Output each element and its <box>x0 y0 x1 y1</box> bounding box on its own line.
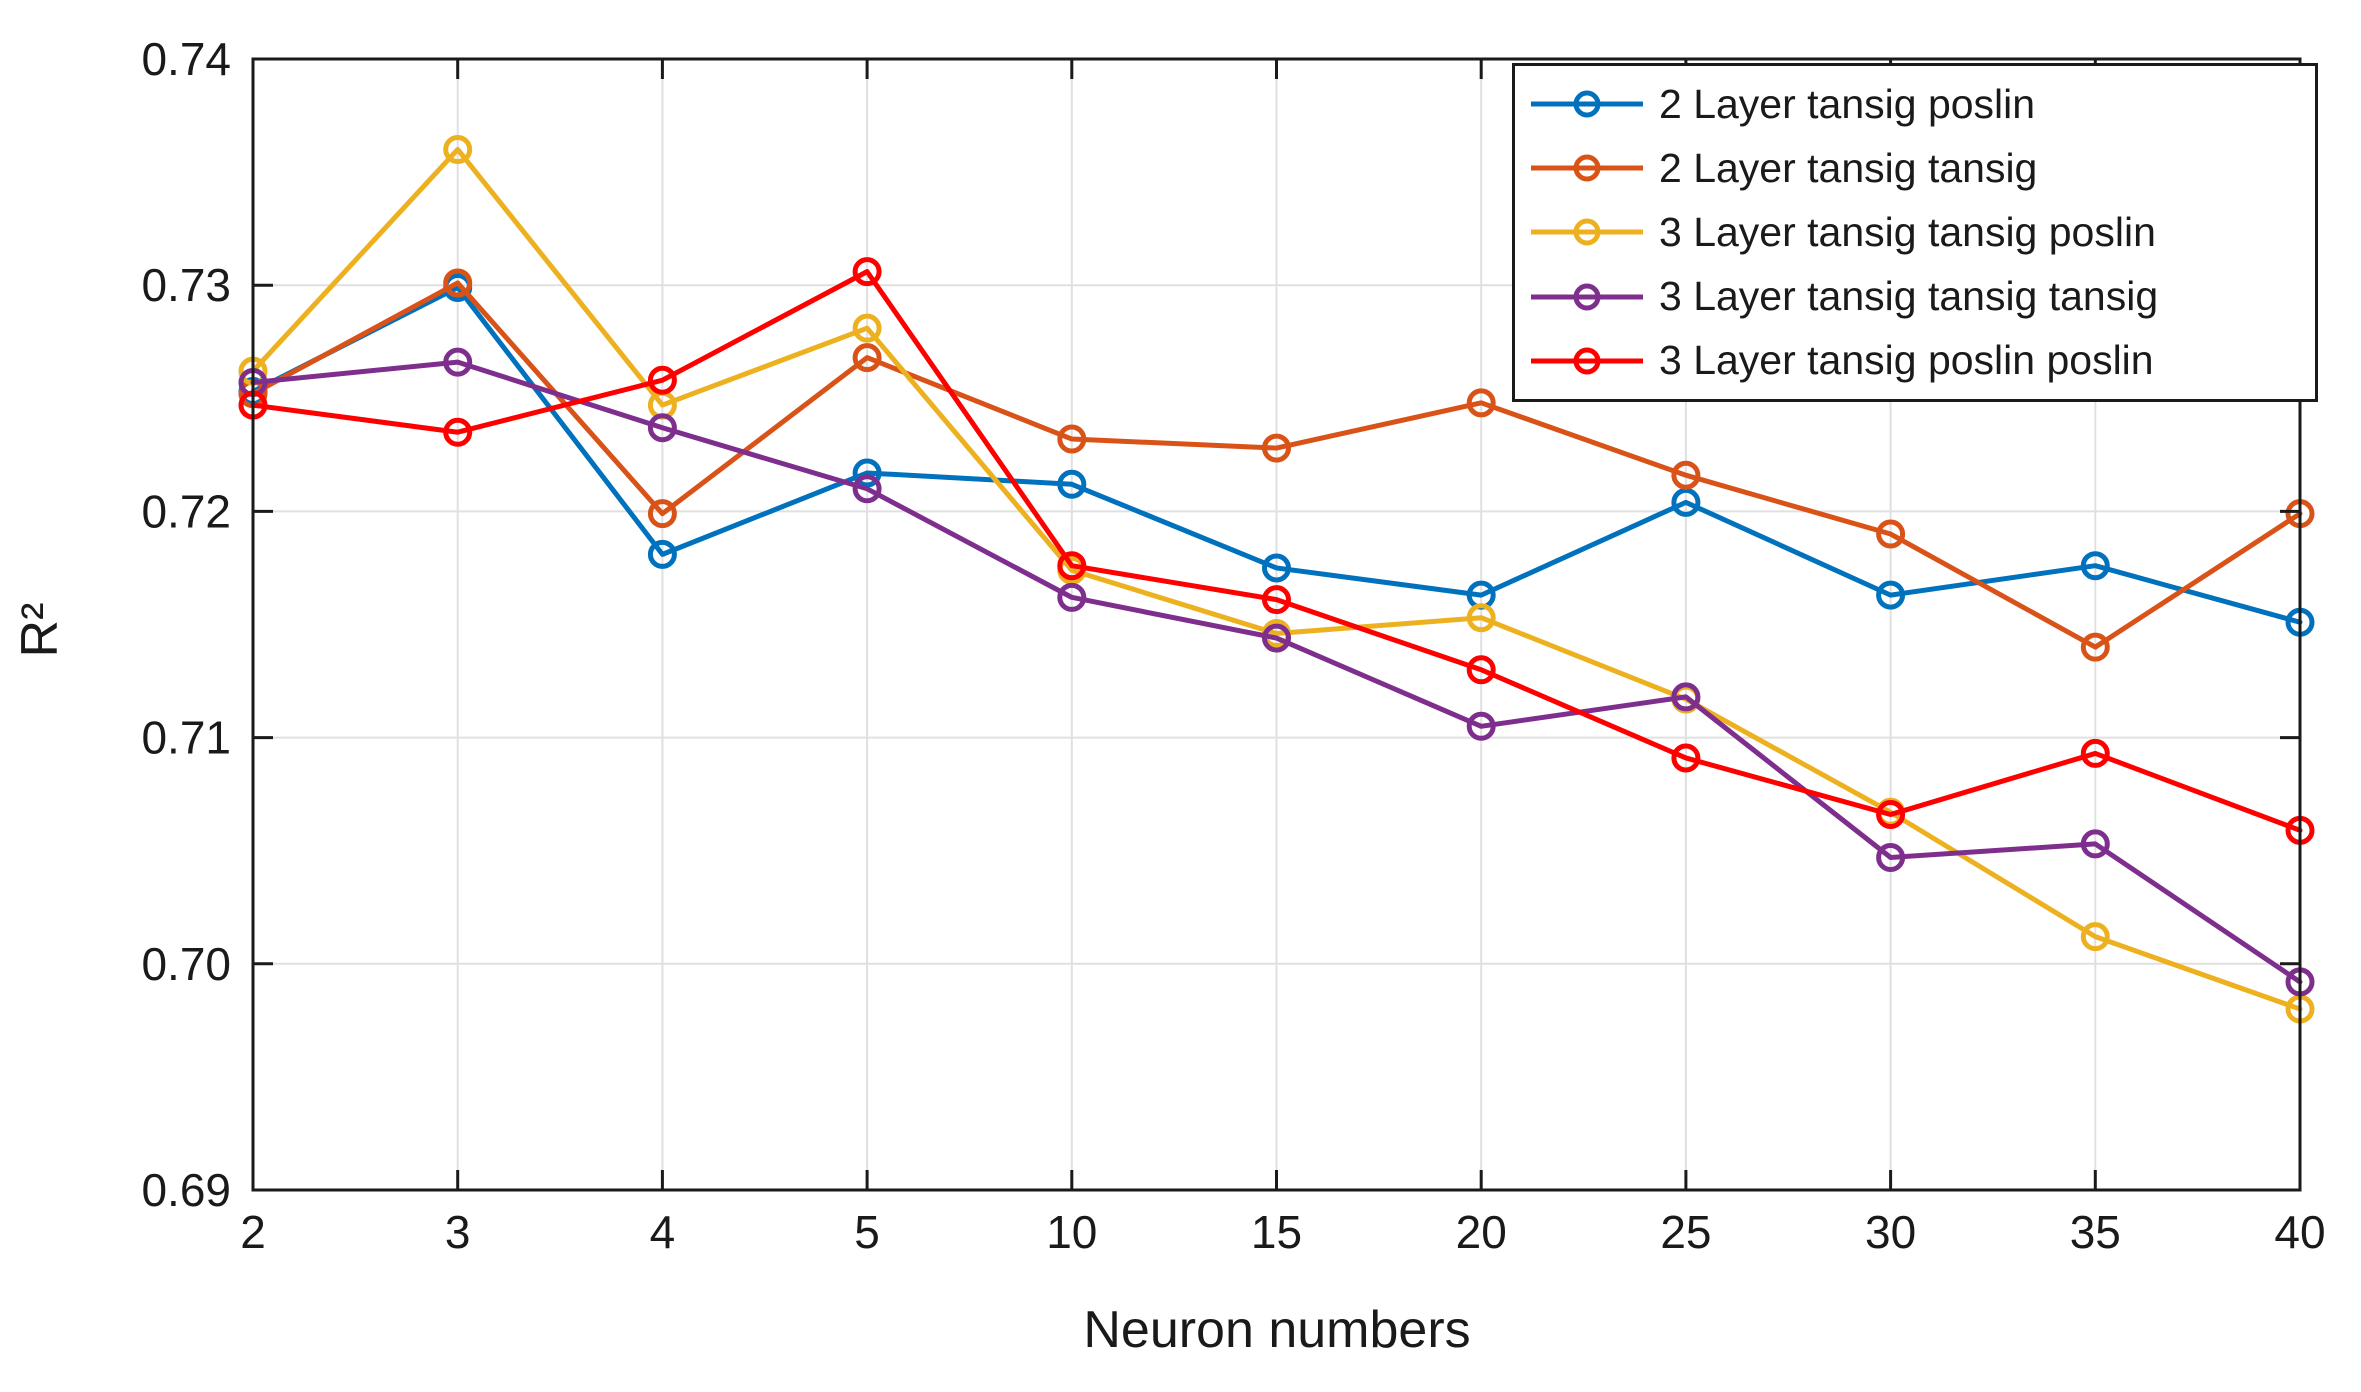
y-tick-label: 0.71 <box>141 712 231 764</box>
data-point-marker <box>443 268 473 298</box>
series-line <box>250 280 2303 650</box>
data-point-marker <box>1057 582 1087 612</box>
y-tick-label: 0.72 <box>141 485 231 537</box>
data-point-marker <box>1466 388 1496 418</box>
data-point-marker <box>1262 433 1291 463</box>
series-line <box>250 269 2303 833</box>
legend-item: 2 Layer tansig poslin <box>1529 75 2305 133</box>
data-point-marker <box>647 413 677 443</box>
data-point-marker <box>1262 553 1291 583</box>
x-tick-label: 30 <box>1865 1206 1916 1258</box>
legend-label: 2 Layer tansig poslin <box>1659 80 2036 127</box>
legend-line-marker-icon <box>1531 283 1643 311</box>
data-point-marker <box>647 539 677 569</box>
x-tick-label: 3 <box>445 1206 471 1258</box>
x-tick-label: 40 <box>2274 1206 2325 1258</box>
data-point-marker <box>1057 424 1087 454</box>
data-point-marker <box>852 458 882 488</box>
x-tick-label: 2 <box>240 1206 266 1258</box>
x-tick-label: 5 <box>854 1206 880 1258</box>
y-tick-label: 0.70 <box>141 938 231 990</box>
legend-label: 2 Layer tansig tansig <box>1659 144 2038 191</box>
y-tick-label: 0.74 <box>141 33 231 85</box>
data-point-marker <box>1876 580 1906 610</box>
x-tick-label: 15 <box>1251 1206 1302 1258</box>
data-point-marker <box>852 257 882 287</box>
data-point-marker <box>1876 842 1906 872</box>
y-tick-label: 0.73 <box>141 259 231 311</box>
data-point-marker <box>852 474 882 504</box>
data-point-marker <box>852 313 882 343</box>
data-point-marker <box>1876 519 1906 549</box>
x-tick-label: 25 <box>1660 1206 1711 1258</box>
legend-line-marker-icon <box>1531 154 1643 182</box>
x-axis-label: Neuron numbers <box>1083 1301 1471 1359</box>
legend-item: 3 Layer tansig tansig poslin <box>1529 203 2305 261</box>
y-axis-label: R² <box>11 602 69 658</box>
data-point-marker <box>1671 487 1701 517</box>
legend-label: 3 Layer tansig tansig poslin <box>1659 208 2156 255</box>
legend-label: 3 Layer tansig tansig tansig <box>1659 273 2159 320</box>
x-tick-label: 20 <box>1456 1206 1507 1258</box>
data-point-marker <box>1671 743 1701 773</box>
data-point-marker <box>1466 603 1496 633</box>
x-tick-label: 10 <box>1046 1206 1097 1258</box>
series-line <box>250 284 2303 625</box>
data-point-marker <box>2080 551 2110 581</box>
data-point-marker <box>1057 551 1087 581</box>
data-point-marker <box>647 365 677 395</box>
x-tick-label: 35 <box>2070 1206 2121 1258</box>
legend-line-marker-icon <box>1531 347 1643 375</box>
legend-item: 2 Layer tansig tansig <box>1529 139 2305 197</box>
data-point-marker <box>2080 738 2110 768</box>
data-point-marker <box>443 347 473 377</box>
data-point-marker <box>1262 623 1291 653</box>
data-point-marker <box>1671 460 1701 490</box>
data-point-marker <box>852 343 882 373</box>
data-point-marker <box>1466 655 1496 685</box>
x-tick-label: 4 <box>650 1206 676 1258</box>
legend-line-marker-icon <box>1531 90 1643 118</box>
data-point-marker <box>647 499 677 529</box>
data-point-marker <box>1262 585 1291 615</box>
legend-item: 3 Layer tansig poslin poslin <box>1529 332 2305 390</box>
series-line <box>250 359 2303 985</box>
legend-label: 3 Layer tansig poslin poslin <box>1659 337 2154 384</box>
data-point-marker <box>2080 632 2110 662</box>
data-point-marker <box>1466 711 1496 741</box>
data-point-marker <box>443 417 473 447</box>
legend: 2 Layer tansig poslin 2 Layer tansig tans… <box>1512 63 2318 402</box>
y-tick-label: 0.69 <box>141 1164 231 1216</box>
legend-item: 3 Layer tansig tansig tansig <box>1529 268 2305 326</box>
data-point-marker <box>1876 800 1906 830</box>
data-point-marker <box>2080 922 2110 952</box>
data-point-marker <box>2080 829 2110 859</box>
data-point-marker <box>443 134 473 164</box>
legend-line-marker-icon <box>1531 218 1643 246</box>
data-point-marker <box>1057 469 1087 499</box>
data-point-marker <box>1671 682 1701 712</box>
